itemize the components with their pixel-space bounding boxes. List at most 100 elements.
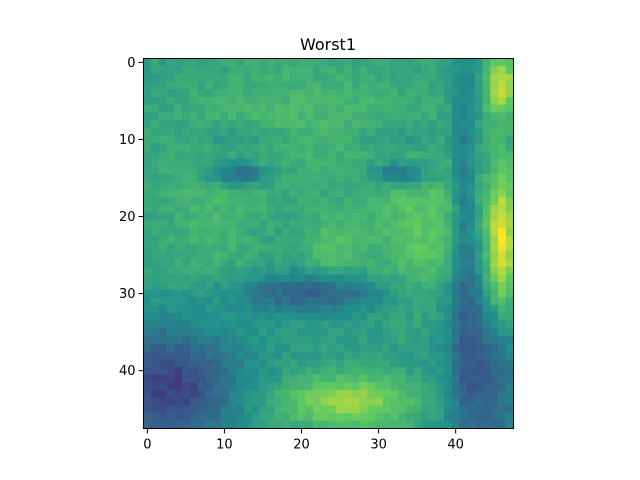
pixel-cell [474, 328, 484, 337]
pixel-cell [166, 328, 175, 337]
pixel-cell [390, 220, 399, 229]
pixel-cell [220, 197, 229, 206]
pixel-cell [259, 420, 268, 429]
pixel-cell [367, 251, 376, 260]
pixel-cell [328, 343, 337, 352]
pixel-cell [390, 212, 399, 221]
pixel-cell [259, 212, 268, 221]
pixel-cell [313, 266, 322, 275]
pixel-cell [251, 297, 260, 306]
pixel-cell [205, 66, 214, 75]
pixel-cell [436, 189, 445, 198]
pixel-cell [498, 243, 507, 252]
pixel-cell [182, 382, 191, 391]
pixel-cell [436, 328, 445, 337]
pixel-cell [374, 397, 383, 406]
pixel-cell [251, 359, 260, 368]
pixel-cell [212, 305, 222, 314]
pixel-cell [282, 405, 291, 414]
pixel-cell [143, 397, 152, 406]
pixel-cell [205, 251, 214, 260]
pixel-cell [228, 181, 237, 191]
pixel-cell [212, 366, 222, 376]
pixel-cell [343, 89, 353, 98]
pixel-cell [220, 420, 229, 429]
pixel-cell [436, 251, 445, 260]
pixel-cell [197, 104, 206, 113]
x-tick-label: 40 [447, 438, 464, 453]
pixel-cell [236, 351, 245, 360]
pixel-cell [351, 405, 360, 414]
pixel-cell [405, 158, 414, 167]
pixel-cell [305, 258, 314, 268]
pixel-cell [197, 174, 206, 183]
pixel-cell [351, 413, 360, 422]
pixel-cell [336, 343, 345, 352]
pixel-cell [158, 166, 168, 175]
pixel-cell [328, 220, 337, 229]
pixel-cell [259, 151, 268, 160]
pixel-cell [374, 189, 383, 198]
pixel-cell [189, 359, 198, 368]
pixel-cell [451, 127, 461, 137]
pixel-cell [274, 374, 283, 383]
pixel-cell [158, 158, 168, 167]
pixel-cell [374, 228, 383, 237]
pixel-cell [367, 189, 376, 198]
pixel-cell [166, 258, 175, 268]
pixel-cell [467, 104, 476, 113]
pixel-cell [351, 266, 360, 275]
pixel-cell [374, 243, 383, 252]
pixel-cell [266, 151, 276, 160]
pixel-cell [451, 420, 461, 429]
pixel-cell [182, 420, 191, 429]
pixel-cell [305, 274, 314, 283]
pixel-cell [405, 405, 414, 414]
pixel-cell [382, 389, 391, 399]
pixel-cell [343, 73, 353, 83]
pixel-cell [467, 251, 476, 260]
pixel-cell [282, 197, 291, 206]
pixel-cell [174, 382, 183, 391]
pixel-cell [505, 158, 514, 167]
pixel-cell [220, 189, 229, 198]
pixel-cell [243, 320, 252, 329]
pixel-cell [428, 359, 437, 368]
pixel-cell [444, 282, 453, 291]
pixel-cell [182, 289, 191, 298]
pixel-cell [382, 81, 391, 90]
pixel-cell [174, 228, 183, 237]
pixel-cell [451, 413, 461, 422]
pixel-cell [336, 389, 345, 399]
pixel-cell [428, 374, 437, 383]
pixel-cell [166, 127, 175, 137]
pixel-cell [274, 274, 283, 283]
pixel-cell [490, 359, 499, 368]
pixel-cell [444, 251, 453, 260]
pixel-cell [166, 166, 175, 175]
pixel-cell [320, 397, 329, 406]
pixel-cell [259, 197, 268, 206]
pixel-cell [336, 189, 345, 198]
pixel-cell [436, 228, 445, 237]
pixel-cell [490, 197, 499, 206]
pixel-cell [212, 235, 222, 244]
pixel-cell [367, 258, 376, 268]
pixel-cell [444, 359, 453, 368]
pixel-cell [305, 204, 314, 214]
pixel-cell [467, 151, 476, 160]
pixel-cell [382, 420, 391, 429]
pixel-cell [251, 420, 260, 429]
pixel-cell [359, 258, 368, 268]
pixel-cell [297, 112, 306, 121]
pixel-cell [166, 174, 175, 183]
pixel-cell [182, 351, 191, 360]
pixel-cell [158, 127, 168, 137]
pixel-cell [266, 89, 276, 98]
pixel-cell [336, 297, 345, 306]
pixel-cell [143, 127, 152, 137]
pixel-cell [243, 212, 252, 221]
pixel-cell [151, 112, 160, 121]
pixel-cell [266, 258, 276, 268]
pixel-cell [305, 73, 314, 83]
